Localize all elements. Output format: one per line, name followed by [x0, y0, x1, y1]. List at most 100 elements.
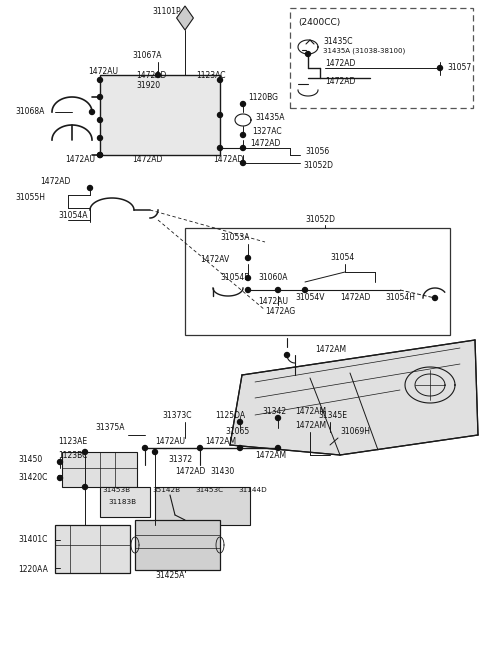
Text: 1472AM: 1472AM — [295, 407, 326, 417]
Bar — [290, 8, 473, 108]
Text: 31435A (31038-38100): 31435A (31038-38100) — [323, 48, 405, 54]
Text: 31342: 31342 — [262, 407, 286, 417]
Text: 31401C: 31401C — [18, 536, 48, 544]
Text: 1472AU: 1472AU — [155, 438, 185, 447]
Text: 31054V: 31054V — [295, 293, 324, 301]
Text: 31101P: 31101P — [152, 7, 180, 16]
Text: 1123AC: 1123AC — [196, 71, 226, 81]
Bar — [100, 487, 150, 517]
Text: 31430: 31430 — [210, 468, 234, 476]
Text: 1472AU: 1472AU — [65, 155, 95, 164]
Circle shape — [302, 288, 308, 293]
Text: 1472AU: 1472AU — [88, 67, 118, 77]
Circle shape — [240, 102, 245, 107]
Text: 31453B: 31453B — [102, 487, 130, 493]
Circle shape — [97, 153, 103, 157]
Text: 1123BC: 1123BC — [58, 451, 87, 460]
Text: 1472AD: 1472AD — [250, 140, 280, 149]
Text: 1472AD: 1472AD — [136, 71, 167, 81]
Circle shape — [217, 145, 223, 151]
Text: 31060A: 31060A — [258, 274, 288, 282]
Text: 31373C: 31373C — [162, 411, 192, 419]
Circle shape — [156, 73, 160, 77]
Text: 1125DA: 1125DA — [215, 411, 245, 419]
Text: 31052D: 31052D — [303, 160, 333, 170]
Text: 31065: 31065 — [225, 428, 249, 436]
Text: 31425A: 31425A — [155, 571, 184, 580]
Circle shape — [240, 132, 245, 138]
Text: 1472AD: 1472AD — [325, 77, 355, 86]
Bar — [62, 452, 137, 487]
Circle shape — [143, 445, 147, 451]
Text: 31372: 31372 — [168, 455, 192, 464]
Circle shape — [197, 445, 203, 451]
Text: 1472AM: 1472AM — [295, 421, 326, 430]
Text: 1220AA: 1220AA — [18, 565, 48, 574]
Text: 31052D: 31052D — [305, 215, 335, 225]
Circle shape — [97, 117, 103, 122]
Circle shape — [245, 288, 251, 293]
Text: 31054: 31054 — [330, 253, 354, 263]
Text: 31056: 31056 — [305, 147, 329, 157]
Text: 31069H: 31069H — [340, 428, 370, 436]
Circle shape — [58, 460, 62, 464]
Text: 31435C: 31435C — [323, 37, 352, 47]
Circle shape — [97, 77, 103, 83]
Text: 31144D: 31144D — [238, 487, 267, 493]
Circle shape — [245, 276, 251, 280]
Polygon shape — [177, 6, 193, 30]
Text: 31345E: 31345E — [318, 411, 347, 419]
Circle shape — [87, 185, 93, 191]
Circle shape — [245, 255, 251, 261]
Circle shape — [58, 476, 62, 481]
Text: 1472AD: 1472AD — [340, 293, 371, 301]
Text: 1472AM: 1472AM — [255, 451, 286, 460]
Circle shape — [97, 94, 103, 100]
Circle shape — [285, 352, 289, 358]
Circle shape — [83, 485, 87, 489]
Text: 1472AG: 1472AG — [265, 307, 295, 316]
Text: 1123AE: 1123AE — [58, 438, 87, 447]
Text: 31450: 31450 — [18, 455, 42, 464]
Circle shape — [276, 288, 280, 293]
Text: 1472AD: 1472AD — [40, 178, 71, 187]
Circle shape — [97, 136, 103, 141]
Circle shape — [432, 295, 437, 301]
Text: 31053A: 31053A — [220, 233, 250, 242]
Circle shape — [89, 109, 95, 115]
Bar — [185, 228, 450, 335]
Circle shape — [276, 445, 280, 451]
Bar — [155, 487, 250, 525]
Text: 1472AD: 1472AD — [175, 468, 205, 476]
Circle shape — [238, 419, 242, 424]
Text: (2400CC): (2400CC) — [298, 18, 340, 26]
Text: 1472AD: 1472AD — [325, 58, 355, 67]
Text: 31068A: 31068A — [15, 107, 44, 117]
Circle shape — [217, 113, 223, 117]
Text: 31057: 31057 — [447, 64, 471, 73]
Text: 31375A: 31375A — [95, 424, 124, 432]
Text: 31054A: 31054A — [58, 212, 87, 221]
Circle shape — [83, 449, 87, 455]
Bar — [55, 525, 130, 573]
Text: 31055H: 31055H — [15, 193, 45, 202]
Circle shape — [97, 153, 103, 157]
Bar — [100, 75, 220, 155]
Circle shape — [238, 445, 242, 451]
Text: 1472AM: 1472AM — [315, 345, 346, 354]
Bar — [135, 520, 220, 570]
Text: 1472AD: 1472AD — [213, 155, 243, 164]
Text: 31435A: 31435A — [255, 113, 285, 122]
Text: 31420C: 31420C — [18, 474, 48, 483]
Text: 31920: 31920 — [136, 81, 160, 90]
Text: 31054B: 31054B — [220, 274, 250, 282]
Text: 1472AD: 1472AD — [132, 155, 162, 164]
Text: 1327AC: 1327AC — [252, 128, 282, 136]
Text: 1472AM: 1472AM — [205, 438, 236, 447]
Text: 1120BG: 1120BG — [248, 94, 278, 102]
Circle shape — [217, 77, 223, 83]
Text: 31054H: 31054H — [385, 293, 415, 301]
Circle shape — [305, 52, 311, 56]
Text: 1472AU: 1472AU — [258, 297, 288, 307]
Polygon shape — [230, 340, 478, 455]
